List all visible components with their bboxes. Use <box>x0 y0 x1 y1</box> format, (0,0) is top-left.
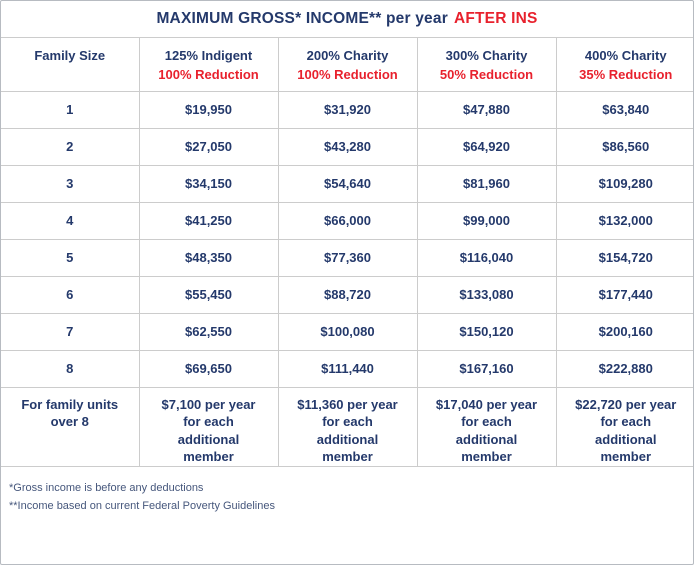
table-row: 3 $34,150 $54,640 $81,960 $109,280 <box>1 165 693 203</box>
income-cell: $222,880 <box>556 350 693 388</box>
column-label: 400% Charity <box>584 48 667 63</box>
income-cell: $200,160 <box>556 313 693 351</box>
family-size-cell: 1 <box>1 91 140 129</box>
column-reduction: 100% Reduction <box>158 66 259 82</box>
family-size-cell: 2 <box>1 128 140 166</box>
column-label: 200% Charity <box>306 48 389 63</box>
family-size-cell: 6 <box>1 276 140 314</box>
income-cell: $64,920 <box>417 128 557 166</box>
income-cell: $81,960 <box>417 165 557 203</box>
column-label: Family Size <box>34 48 106 63</box>
income-cell: $86,560 <box>556 128 693 166</box>
column-reduction: 100% Reduction <box>297 66 398 82</box>
title-highlight: AFTER INS <box>453 10 538 27</box>
income-cell: $31,920 <box>278 91 418 129</box>
table-row: 5 $48,350 $77,360 $116,040 $154,720 <box>1 239 693 277</box>
footnotes: *Gross income is before any deductions *… <box>1 467 693 515</box>
income-cell: $48,350 <box>139 239 279 277</box>
column-header-200-charity: 200% Charity 100% Reduction <box>278 38 418 92</box>
income-cell: $133,080 <box>417 276 557 314</box>
income-cell: $116,040 <box>417 239 557 277</box>
column-header-300-charity: 300% Charity 50% Reduction <box>417 38 557 92</box>
income-cell: $69,650 <box>139 350 279 388</box>
income-cell: $77,360 <box>278 239 418 277</box>
income-cell: $22,720 per year for each additional mem… <box>556 387 693 467</box>
income-cell: $167,160 <box>417 350 557 388</box>
income-cell: $19,950 <box>139 91 279 129</box>
family-size-cell: 3 <box>1 165 140 203</box>
family-size-cell: For family units over 8 <box>1 387 140 467</box>
column-header-125-indigent: 125% Indigent 100% Reduction <box>139 38 279 92</box>
column-label: 125% Indigent <box>164 48 253 63</box>
table-row-additional-members: For family units over 8 $7,100 per year … <box>1 387 693 467</box>
income-cell: $43,280 <box>278 128 418 166</box>
income-cell: $54,640 <box>278 165 418 203</box>
family-size-cell: 5 <box>1 239 140 277</box>
income-cell: $55,450 <box>139 276 279 314</box>
table-row: 7 $62,550 $100,080 $150,120 $200,160 <box>1 313 693 351</box>
income-cell: $99,000 <box>417 202 557 240</box>
income-cell: $27,050 <box>139 128 279 166</box>
title-main: MAXIMUM GROSS* INCOME** per year <box>156 10 448 27</box>
income-cell: $11,360 per year for each additional mem… <box>278 387 418 467</box>
income-cell: $150,120 <box>417 313 557 351</box>
income-cell: $100,080 <box>278 313 418 351</box>
column-header-400-charity: 400% Charity 35% Reduction <box>556 38 693 92</box>
income-table: Family Size 125% Indigent 100% Reduction… <box>1 38 693 467</box>
table-row: 2 $27,050 $43,280 $64,920 $86,560 <box>1 128 693 166</box>
income-cell: $41,250 <box>139 202 279 240</box>
income-cell: $177,440 <box>556 276 693 314</box>
header-row: Family Size 125% Indigent 100% Reduction… <box>1 38 693 92</box>
income-cell: $88,720 <box>278 276 418 314</box>
table-row: 8 $69,650 $111,440 $167,160 $222,880 <box>1 350 693 388</box>
column-reduction: 50% Reduction <box>439 66 534 82</box>
income-cell: $132,000 <box>556 202 693 240</box>
family-size-cell: 8 <box>1 350 140 388</box>
table-row: 1 $19,950 $31,920 $47,880 $63,840 <box>1 91 693 129</box>
income-cell: $111,440 <box>278 350 418 388</box>
income-cell: $34,150 <box>139 165 279 203</box>
column-reduction: 35% Reduction <box>579 66 673 82</box>
footnote-poverty-guidelines: **Income based on current Federal Povert… <box>9 499 275 512</box>
income-cell: $47,880 <box>417 91 557 129</box>
family-size-cell: 7 <box>1 313 140 351</box>
column-header-family-size: Family Size <box>1 38 140 92</box>
table-row: 6 $55,450 $88,720 $133,080 $177,440 <box>1 276 693 314</box>
income-cell: $109,280 <box>556 165 693 203</box>
income-cell: $66,000 <box>278 202 418 240</box>
table-title: MAXIMUM GROSS* INCOME** per year AFTER I… <box>1 1 693 38</box>
income-cell: $7,100 per year for each additional memb… <box>139 387 279 467</box>
table-row: 4 $41,250 $66,000 $99,000 $132,000 <box>1 202 693 240</box>
family-size-cell: 4 <box>1 202 140 240</box>
column-label: 300% Charity <box>445 48 528 63</box>
income-cell: $154,720 <box>556 239 693 277</box>
income-cell: $62,550 <box>139 313 279 351</box>
income-cell: $63,840 <box>556 91 693 129</box>
footnote-gross-income: *Gross income is before any deductions <box>9 481 204 494</box>
income-cell: $17,040 per year for each additional mem… <box>417 387 557 467</box>
